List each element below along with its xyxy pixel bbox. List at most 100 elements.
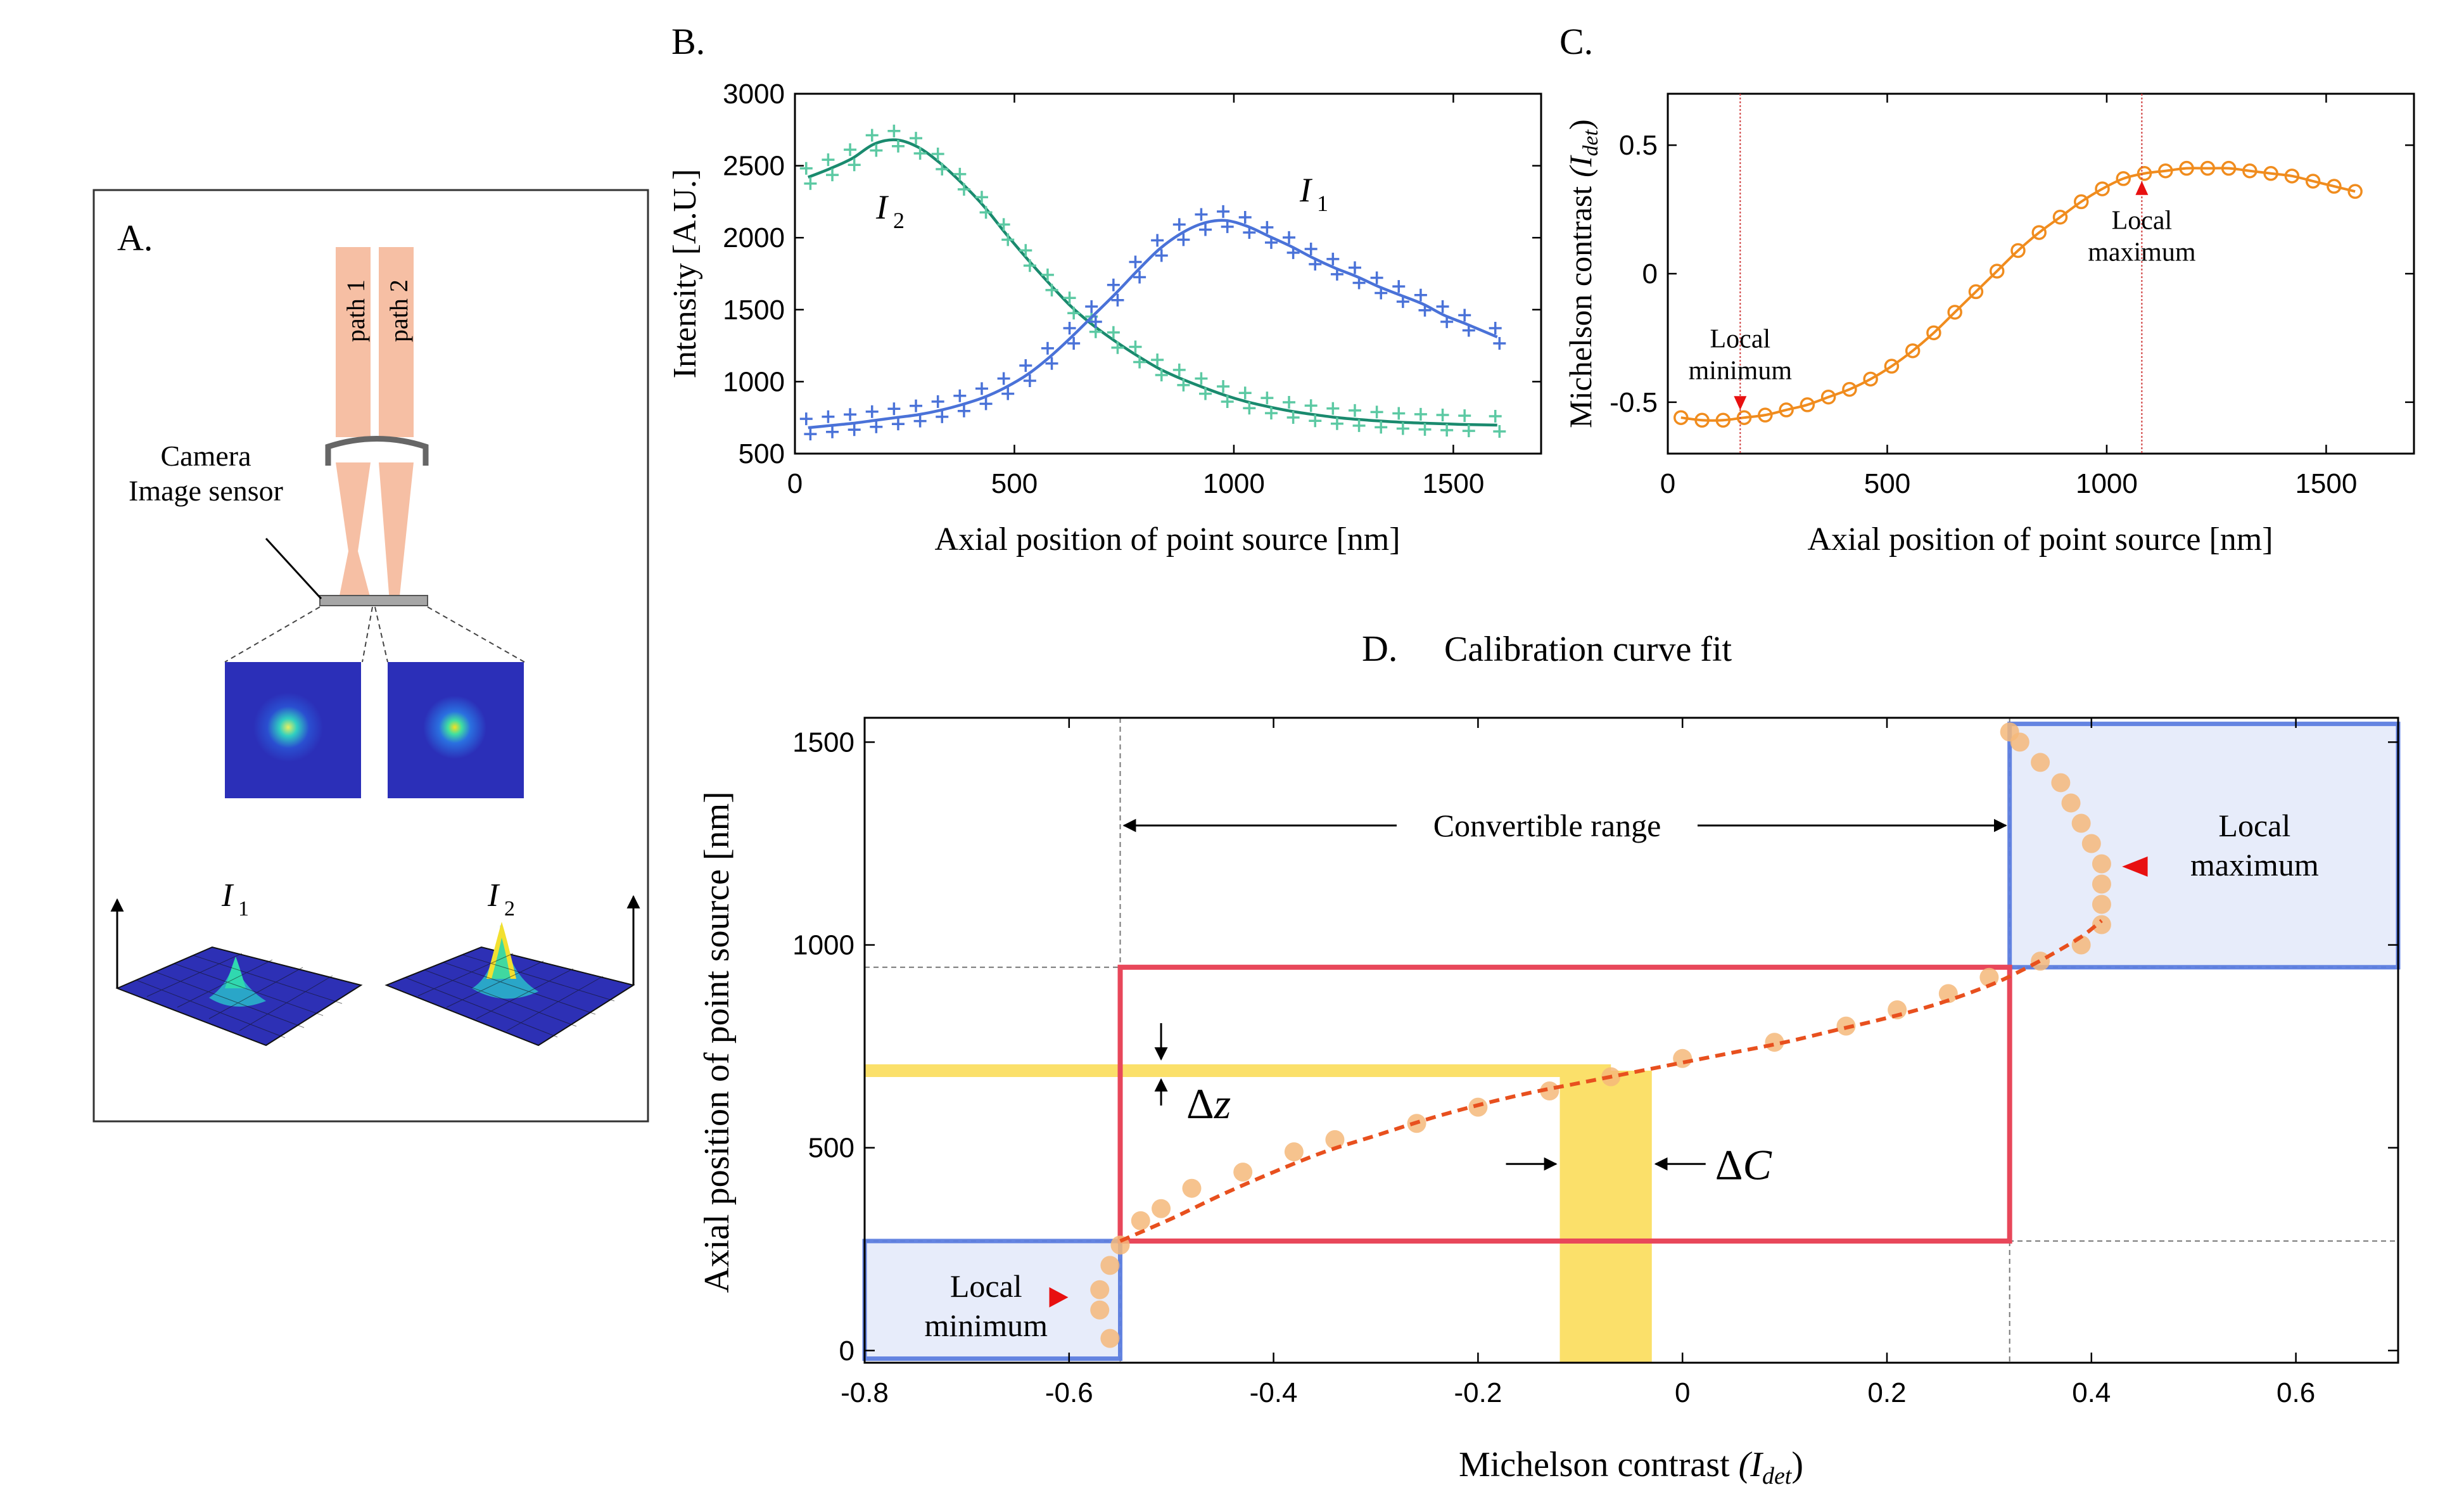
i1-series-label: I [1299,171,1313,209]
data-marker-I2 [1199,387,1212,400]
contrast-point [1694,412,1710,428]
data-marker-I2 [1286,411,1300,424]
data-marker-I2 [822,153,835,167]
panel-d: D. Calibration curve fit -0.8 -0.6 -0.4 -0.… [697,628,2401,1489]
data-marker-I2 [936,163,949,176]
panel-b-letter: B. [671,21,705,62]
local-maximum-region [2007,722,2401,970]
beam-path-1-diverge [339,551,371,599]
data-marker-I1 [913,414,927,428]
beam-path-2-converge [379,462,414,602]
y-tick-label: 500 [808,1133,854,1164]
y-tick-label: 0 [1642,258,1658,290]
data-marker-I2 [1330,417,1343,430]
data-marker-I2 [1195,372,1208,385]
data-marker-I1 [887,402,901,416]
data-marker-I2 [1045,283,1058,296]
data-marker-I1 [1221,220,1234,233]
local-maximum-box-label-1: Local [2218,808,2290,843]
panel-c-ticks: 0 500 1000 1500 -0.5 0 0.5 [1610,94,2414,499]
data-marker-I1 [1217,205,1230,218]
data-marker-I1 [979,397,993,411]
panel-c-axes [1667,92,2415,455]
data-marker-I2 [1172,363,1186,376]
data-marker-I1 [1001,387,1015,400]
data-marker-I1 [1177,233,1190,246]
panel-d-xlabel-close: ) [1791,1445,1803,1484]
beam-path-2 [379,247,414,437]
data-marker-I1 [870,420,883,433]
panel-d-data-layer: Convertible range Local minimum Local maximu… [925,722,2319,1348]
calibration-point [1284,1142,1304,1162]
data-marker-I1 [1111,293,1124,307]
image-sensor [319,595,428,606]
panel-d-letter: D. [1362,628,1397,669]
panel-c-ylabel-close: ) [1563,119,1598,130]
calibration-point [1100,1256,1120,1275]
contrast-point [2116,171,2131,186]
panel-c-ylabel-sub: det [1579,129,1603,156]
i2-series-label: I [875,188,889,226]
local-minimum-region [862,1239,1122,1361]
data-marker-I1 [1023,374,1036,388]
data-marker-I2 [1063,291,1076,305]
x-tick-label: 0.4 [2072,1377,2111,1408]
data-marker-I2 [953,167,967,181]
x-tick-label: 1500 [1422,468,1484,499]
data-marker-I1 [957,404,970,417]
data-marker-I1 [1304,243,1318,256]
contrast-point [2284,169,2300,184]
data-marker-I1 [1045,357,1058,370]
data-marker-I2 [1261,392,1274,405]
local-maximum-box-label-2: maximum [2190,847,2319,883]
data-marker-I1 [844,408,857,421]
y-tick-label: 1000 [723,366,785,397]
calibration-point [2031,753,2050,772]
calibration-point [1325,1130,1345,1149]
data-marker-I2 [1375,421,1388,434]
contrast-point [2010,243,2026,258]
contrast-point [2305,174,2321,189]
panel-c-letter: C. [1559,21,1593,62]
panel-d-title: Calibration curve fit [1444,630,1732,669]
data-marker-I2 [1107,326,1120,339]
data-marker-I1 [936,410,949,423]
i2-surface-sub: 2 [504,897,515,921]
contrast-point [1673,410,1689,425]
i2-series-sub: 2 [893,208,905,233]
zoom-line-right [427,606,525,663]
calibration-point [2071,813,2091,833]
data-marker-I1 [822,410,835,423]
calibration-point [1131,1211,1150,1230]
calibration-point [1152,1199,1171,1218]
delta-z-variable: z [1214,1080,1231,1128]
local-minimum-box-label-2: minimum [925,1308,1048,1343]
i1-surface-sub: 1 [238,897,249,921]
calibration-point [2061,793,2081,813]
data-marker-I2 [1243,402,1256,415]
contrast-point [2031,225,2047,240]
series-line-I1 [808,219,1498,430]
data-marker-I1 [910,399,923,412]
x-tick-label: 1500 [2295,468,2357,499]
data-marker-I1 [1238,211,1252,224]
data-marker-I2 [799,162,813,175]
data-marker-I1 [1489,321,1502,335]
x-tick-label: 0.2 [1867,1377,1906,1408]
calibration-point [2081,834,2101,853]
local-minimum-box-label-1: Local [950,1268,1022,1304]
local-maximum-arrow-icon [2122,856,2148,877]
data-marker-I2 [1151,353,1164,366]
data-marker-I2 [1392,407,1406,420]
data-marker-I1 [1063,321,1076,335]
y-tick-label: 0.5 [1619,130,1658,161]
series-line-I2 [807,138,1497,427]
data-marker-I1 [1414,288,1427,302]
data-marker-I1 [1396,295,1409,309]
data-marker-I1 [799,412,813,426]
x-tick-label: -0.2 [1454,1377,1502,1408]
y-tick-label: 500 [739,438,785,469]
data-marker-I1 [1352,276,1366,290]
data-marker-I2 [1414,407,1427,421]
panel-d-ylabel: Axial position of point source [nm] [697,791,737,1293]
